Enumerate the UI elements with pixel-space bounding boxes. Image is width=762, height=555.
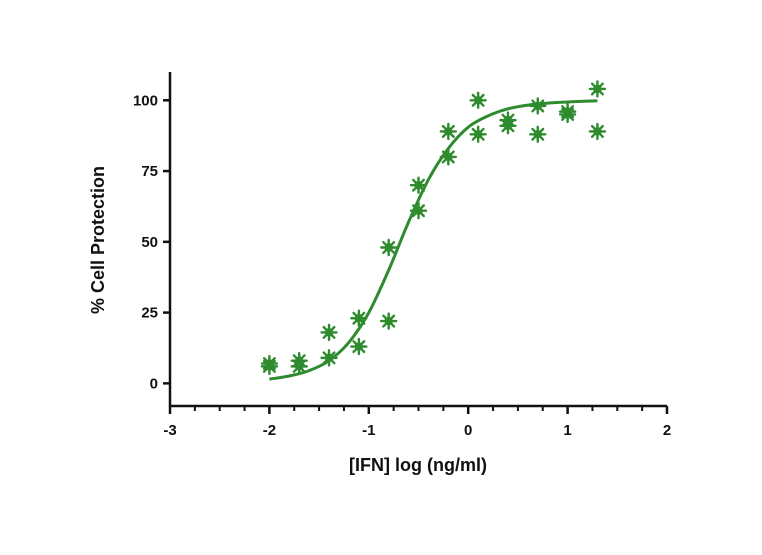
data-point xyxy=(350,309,368,327)
data-point-ray xyxy=(387,314,396,323)
data-point-ray xyxy=(298,359,306,368)
x-tick-label: -2 xyxy=(263,422,276,439)
data-point xyxy=(469,125,487,143)
data-point-ray xyxy=(327,325,336,334)
y-tick-label: 25 xyxy=(141,305,158,322)
data-point-ray xyxy=(536,99,545,108)
data-point-ray xyxy=(447,150,455,159)
y-tick-label: 50 xyxy=(141,234,158,251)
x-tick-label: 0 xyxy=(464,422,472,439)
data-point xyxy=(379,312,398,330)
data-point-ray xyxy=(596,124,604,133)
data-point xyxy=(588,122,607,141)
y-tick-label: 0 xyxy=(150,375,158,392)
data-point-ray xyxy=(357,311,366,320)
data-point-ray xyxy=(357,340,366,348)
x-tick-label: 1 xyxy=(563,422,571,439)
x-tick-label: -1 xyxy=(362,422,375,439)
data-point-ray xyxy=(417,178,426,187)
data-point xyxy=(469,91,487,110)
data-point xyxy=(320,349,338,367)
data-point xyxy=(350,337,368,356)
data-point-ray xyxy=(268,359,276,368)
y-tick-label: 75 xyxy=(141,163,158,180)
data-point xyxy=(409,176,428,194)
data-point-ray xyxy=(476,127,485,136)
data-point-ray xyxy=(476,93,485,102)
labels-layer: [IFN] log (ng/ml) % Cell Protection xyxy=(88,166,487,475)
fit-curve xyxy=(269,99,598,381)
data-point xyxy=(379,238,398,257)
data-point-ray xyxy=(596,82,604,91)
data-point xyxy=(529,125,547,143)
x-tick-label: 2 xyxy=(663,422,671,439)
data-point xyxy=(409,201,428,220)
data-point xyxy=(439,148,458,166)
y-tick-label: 100 xyxy=(133,92,158,109)
data-point-ray xyxy=(387,240,396,249)
x-tick-label: -3 xyxy=(163,422,176,439)
data-point-ray xyxy=(447,124,455,133)
data-point-ray xyxy=(327,351,336,360)
data-points-layer xyxy=(260,80,607,376)
data-point-ray xyxy=(417,204,426,212)
data-point xyxy=(320,323,338,342)
data-point xyxy=(499,117,517,135)
data-point-ray xyxy=(506,119,515,127)
data-point-ray xyxy=(536,127,545,136)
data-point xyxy=(558,105,577,124)
y-axis-title: % Cell Protection xyxy=(88,166,108,314)
data-point xyxy=(260,357,279,376)
data-point xyxy=(529,97,547,115)
data-point xyxy=(588,80,607,98)
x-axis-title: [IFN] log (ng/ml) xyxy=(349,455,487,475)
data-point xyxy=(439,122,458,141)
data-point-ray xyxy=(566,107,575,116)
fit-curve-layer xyxy=(269,99,598,381)
data-point xyxy=(290,357,308,376)
axes: 0 25 50 75 100 -3 -2 -1 0 1 2 xyxy=(133,72,671,439)
